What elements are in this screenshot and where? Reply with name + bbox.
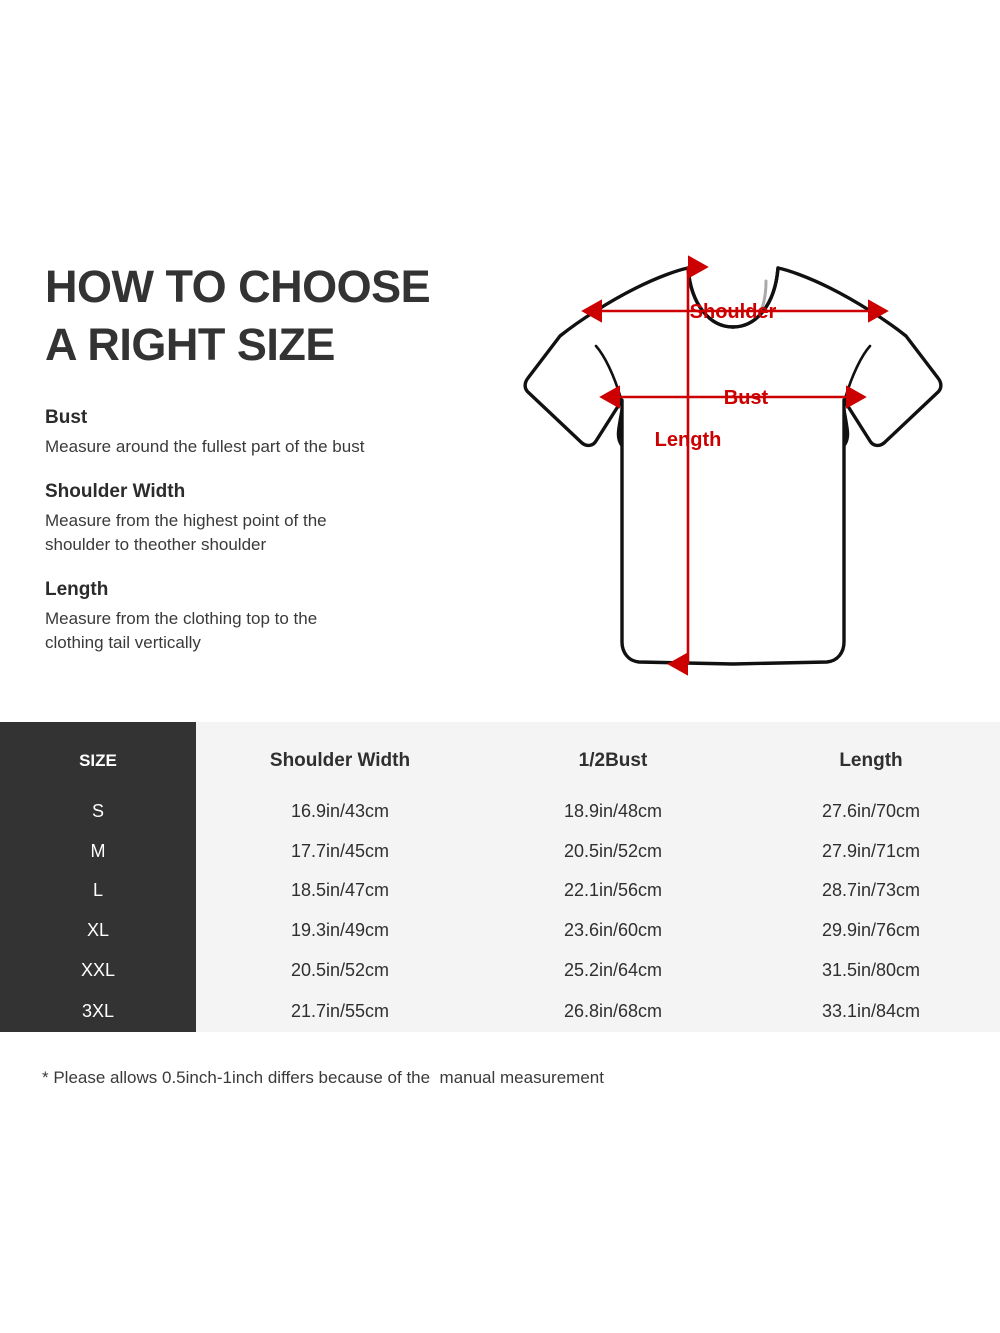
length-arrow-label: Length xyxy=(655,429,722,451)
cell-shoulder-width: 18.5in/47cm xyxy=(290,880,390,900)
cell-size: XL xyxy=(86,920,110,940)
header-shoulder-width: Shoulder Width xyxy=(269,749,411,771)
cell-half-bust: 26.8in/68cm xyxy=(563,1001,663,1021)
table-row: XXL 20.5in/52cm 25.2in/64cm 31.5in/80cm xyxy=(0,953,1000,987)
shoulder-arrow-label: Shoulder xyxy=(690,301,777,323)
cell-length: 31.5in/80cm xyxy=(821,960,921,980)
header-size: SIZE xyxy=(79,750,117,770)
cell-half-bust: 23.6in/60cm xyxy=(563,920,663,940)
cell-size: M xyxy=(90,841,106,861)
cell-shoulder-width: 16.9in/43cm xyxy=(290,801,390,821)
definition-desc-shoulder-width: Measure from the highest point of the sh… xyxy=(45,510,327,555)
size-table: SIZE Shoulder Width 1/2Bust Length S 16.… xyxy=(0,722,1000,1032)
cell-shoulder-width: 20.5in/52cm xyxy=(290,960,390,980)
size-column-background xyxy=(0,722,196,1032)
definition-shoulder-width: Shoulder Width Measure from the highest … xyxy=(45,481,475,557)
armpit-left-shading xyxy=(616,400,622,448)
definition-list: Bust Measure around the fullest part of … xyxy=(45,407,475,655)
cell-half-bust: 20.5in/52cm xyxy=(563,841,663,861)
armpit-right-shading xyxy=(844,400,850,448)
table-header-row: SIZE Shoulder Width 1/2Bust Length xyxy=(0,740,1000,780)
cell-length: 29.9in/76cm xyxy=(821,920,921,940)
table-row: M 17.7in/45cm 20.5in/52cm 27.9in/71cm xyxy=(0,834,1000,868)
cell-length: 28.7in/73cm xyxy=(821,880,921,900)
cell-half-bust: 25.2in/64cm xyxy=(563,960,663,980)
cell-size: S xyxy=(91,801,104,821)
definition-term-length: Length xyxy=(45,579,109,601)
definition-desc-length: Measure from the clothing top to the clo… xyxy=(45,608,318,653)
cell-size: L xyxy=(92,880,103,900)
bust-arrow-label: Bust xyxy=(724,387,769,409)
data-column-background xyxy=(196,722,1000,1032)
cell-length: 27.9in/71cm xyxy=(821,841,921,861)
header-length: Length xyxy=(839,749,903,771)
page-title: HOW TO CHOOSE A RIGHT SIZE xyxy=(45,261,431,370)
tshirt-measurement-diagram: Shoulder Bust Length xyxy=(498,250,968,680)
table-row: L 18.5in/47cm 22.1in/56cm 28.7in/73cm xyxy=(0,873,1000,907)
table-row: S 16.9in/43cm 18.9in/48cm 27.6in/70cm xyxy=(0,794,1000,828)
info-panel: HOW TO CHOOSE A RIGHT SIZE Bust Measure … xyxy=(45,258,475,655)
definition-term-shoulder-width: Shoulder Width xyxy=(45,481,186,503)
cell-shoulder-width: 21.7in/55cm xyxy=(290,1001,390,1021)
cell-shoulder-width: 17.7in/45cm xyxy=(290,841,390,861)
cell-shoulder-width: 19.3in/49cm xyxy=(290,920,390,940)
definition-bust: Bust Measure around the fullest part of … xyxy=(45,407,475,459)
header-half-bust: 1/2Bust xyxy=(578,749,648,771)
cell-length: 33.1in/84cm xyxy=(821,1001,921,1021)
definition-desc-bust: Measure around the fullest part of the b… xyxy=(45,436,365,456)
cell-half-bust: 22.1in/56cm xyxy=(563,880,663,900)
definition-length: Length Measure from the clothing top to … xyxy=(45,579,475,655)
cell-length: 27.6in/70cm xyxy=(821,801,921,821)
cell-size: 3XL xyxy=(81,1001,115,1021)
measurement-disclaimer: * Please allows 0.5inch-1inch differs be… xyxy=(42,1068,604,1087)
cell-size: XXL xyxy=(80,960,116,980)
table-row: 3XL 21.7in/55cm 26.8in/68cm 33.1in/84cm xyxy=(0,994,1000,1028)
cell-half-bust: 18.9in/48cm xyxy=(563,801,663,821)
table-row: XL 19.3in/49cm 23.6in/60cm 29.9in/76cm xyxy=(0,913,1000,947)
definition-term-bust: Bust xyxy=(45,407,88,429)
